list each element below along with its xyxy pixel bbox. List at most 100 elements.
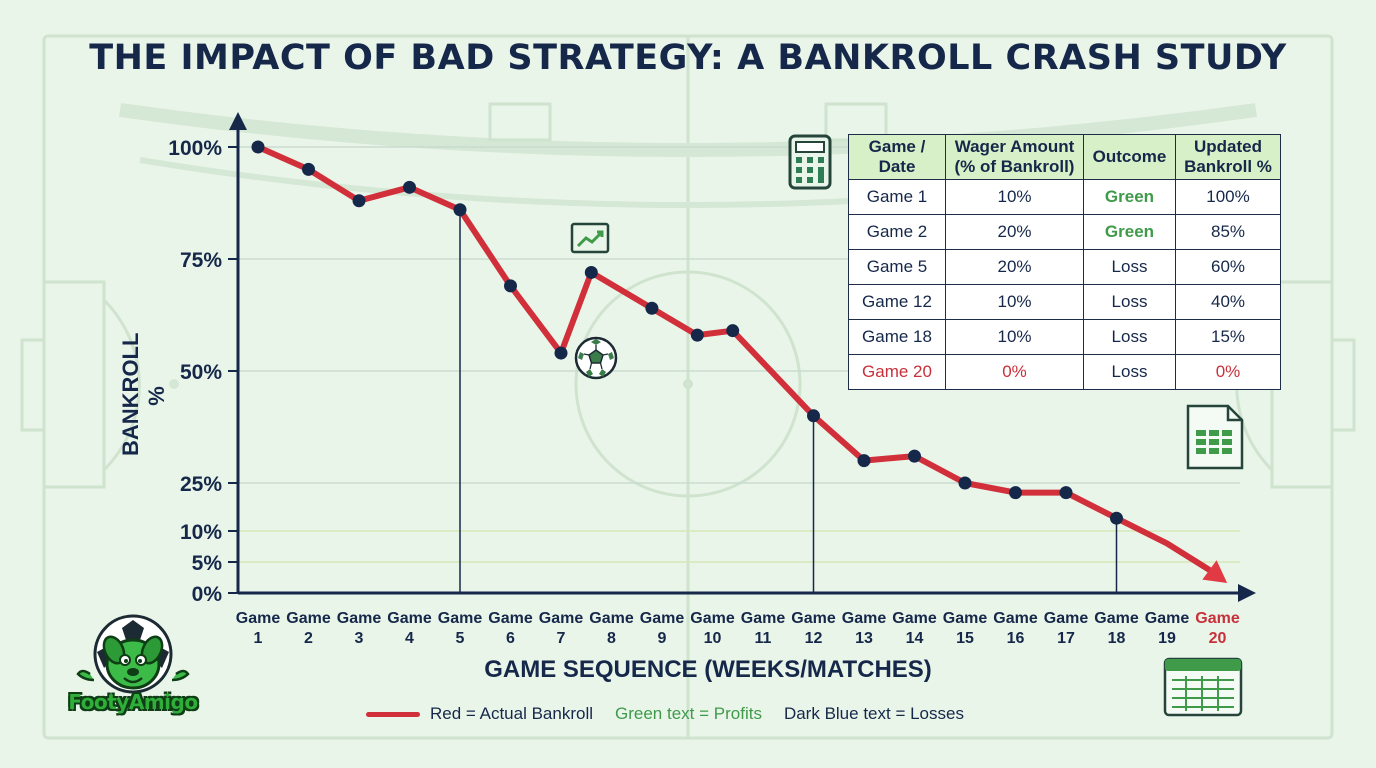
- cell-wager: 10%: [945, 284, 1084, 320]
- cell-game: Game 2: [848, 214, 946, 250]
- cell-game: Game 5: [848, 249, 946, 285]
- data-point: [726, 324, 740, 338]
- x-tick-label: Game 10: [690, 610, 735, 647]
- bankroll-line: [255, 144, 1213, 573]
- y-tick-label: 100%: [168, 137, 222, 160]
- x-tick-label: Game 5: [438, 610, 483, 647]
- legend-losses: Dark Blue text = Losses: [783, 704, 964, 723]
- data-point: [302, 162, 315, 176]
- cell-outcome: Green: [1083, 214, 1176, 250]
- x-tick-label: Game 13: [842, 610, 887, 647]
- table-row: Game 5 20% Loss 60%: [848, 249, 1281, 285]
- header-text: Bankroll %: [1184, 157, 1272, 176]
- y-tick-label: 25%: [180, 473, 222, 496]
- x-tick-label-word: Game: [387, 610, 432, 627]
- data-point: [1059, 486, 1073, 500]
- x-tick-label-word: Game: [286, 610, 331, 627]
- data-point: [1009, 486, 1022, 500]
- y-tick-label: 50%: [180, 361, 222, 384]
- logo-text: FootyAmigo: [68, 690, 198, 714]
- cell-bankroll: 85%: [1175, 214, 1281, 250]
- cell-wager: 10%: [945, 179, 1084, 215]
- cell-game: Game 20: [848, 354, 946, 390]
- x-tick-label-number: 7: [557, 630, 566, 647]
- x-tick-label: Game 17: [1044, 610, 1089, 647]
- trend-chart-icon: [570, 222, 610, 254]
- x-tick-label-number: 20: [1209, 630, 1227, 647]
- data-point: [453, 203, 467, 217]
- column-header: Updated Bankroll %: [1175, 134, 1281, 180]
- calculator-icon: [788, 134, 832, 190]
- x-tick-label-number: 13: [855, 630, 873, 647]
- footyamigo-logo: FootyAmigo: [64, 612, 202, 724]
- cell-outcome: Loss: [1083, 319, 1176, 355]
- x-tick-label-number: 10: [704, 630, 722, 647]
- data-point: [1110, 511, 1123, 525]
- x-tick-label-number: 5: [456, 630, 465, 647]
- y-tick-labels: 100% 75% 50% 25% 10% 5% 0%: [168, 137, 222, 606]
- header-text: Date: [878, 157, 916, 176]
- x-axis-arrow: [1238, 584, 1256, 602]
- chart-title: THE IMPACT OF BAD STRATEGY: A BANKROLL C…: [89, 38, 1287, 78]
- data-point: [352, 194, 366, 208]
- x-tick-label-word: Game: [589, 610, 634, 627]
- x-tick-label: Game 20: [1195, 610, 1240, 647]
- y-axis-arrow: [229, 112, 247, 130]
- chart-legend: Red = Actual Bankroll Green text = Profi…: [366, 702, 964, 726]
- cell-outcome: Green: [1083, 179, 1176, 215]
- x-tick-label: Game 2: [286, 610, 331, 647]
- cell-wager: 10%: [945, 319, 1084, 355]
- x-tick-label-number: 19: [1158, 630, 1176, 647]
- spreadsheet-file-icon: [1186, 404, 1244, 470]
- table-row: Game 12 10% Loss 40%: [848, 284, 1281, 320]
- x-tick-label-number: 11: [755, 630, 772, 647]
- legend-profits: Green text = Profits: [615, 704, 762, 723]
- x-tick-label: Game 6: [488, 610, 533, 647]
- data-point: [807, 409, 820, 423]
- y-tick-label: 0%: [192, 583, 223, 606]
- legend-swatch-red: [366, 711, 420, 717]
- cell-bankroll: 100%: [1175, 179, 1281, 215]
- spreadsheet-icon: [1163, 657, 1243, 717]
- x-tick-label-word: Game: [640, 610, 685, 627]
- data-point: [645, 301, 659, 315]
- soccer-ball-icon: [574, 336, 618, 380]
- x-tick-label: Game 1: [236, 610, 281, 647]
- cell-wager: 20%: [945, 249, 1084, 285]
- header-text: Wager Amount: [954, 137, 1075, 156]
- x-tick-label-word: Game: [337, 610, 382, 627]
- x-tick-label: Game 4: [387, 610, 432, 647]
- x-tick-label-number: 8: [607, 630, 616, 647]
- x-tick-label-number: 18: [1108, 630, 1126, 647]
- x-tick-label-word: Game: [1044, 610, 1089, 627]
- data-points: [251, 140, 1123, 525]
- cell-bankroll: 0%: [1175, 354, 1281, 390]
- x-tick-label: Game 8: [589, 610, 634, 647]
- x-tick-label-number: 9: [658, 630, 667, 647]
- x-tick-label-word: Game: [791, 610, 836, 627]
- x-tick-labels: Game 1 Game 2 Game 3 Game 4 Game 5 Game 6 Game 7 Game 8…: [236, 610, 1240, 647]
- x-tick-label-word: Game: [539, 610, 584, 627]
- header-text: Updated: [1194, 137, 1262, 156]
- cell-bankroll: 60%: [1175, 249, 1281, 285]
- series-line: [255, 144, 1228, 583]
- cell-game: Game 18: [848, 319, 946, 355]
- data-point: [908, 449, 921, 463]
- bankroll-table: Game / Date Wager Amount (% of Bankroll) O…: [848, 134, 1281, 390]
- cell-wager: 0%: [945, 354, 1084, 390]
- table-row: Game 2 20% Green 85%: [848, 214, 1281, 250]
- x-tick-label-number: 12: [805, 630, 823, 647]
- x-tick-label-number: 15: [956, 630, 974, 647]
- cell-wager: 20%: [945, 214, 1084, 250]
- x-tick-label-number: 3: [355, 630, 364, 647]
- table-row: Game 20 0% Loss 0%: [848, 354, 1281, 390]
- table-row: Game 18 10% Loss 15%: [848, 319, 1281, 355]
- x-tick-label-number: 1: [254, 630, 263, 647]
- data-point: [690, 328, 704, 342]
- mascot-icon: [76, 614, 190, 694]
- data-point: [554, 346, 568, 360]
- column-header: Outcome: [1083, 134, 1176, 180]
- column-header: Wager Amount (% of Bankroll): [945, 134, 1084, 180]
- table-header-row: Game / Date Wager Amount (% of Bankroll) O…: [848, 134, 1281, 180]
- data-point: [403, 180, 416, 194]
